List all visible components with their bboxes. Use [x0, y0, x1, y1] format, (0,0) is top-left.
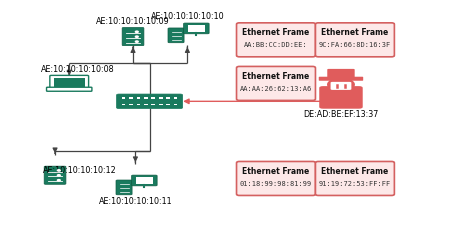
- Text: AA:AA:26:62:13:A6: AA:AA:26:62:13:A6: [240, 86, 312, 92]
- FancyBboxPatch shape: [237, 66, 316, 100]
- FancyBboxPatch shape: [173, 97, 177, 99]
- FancyBboxPatch shape: [166, 97, 170, 99]
- Text: 9C:FA:66:8D:16:3F: 9C:FA:66:8D:16:3F: [319, 43, 391, 48]
- Circle shape: [136, 41, 138, 42]
- FancyBboxPatch shape: [136, 177, 153, 184]
- Text: Ethernet Frame: Ethernet Frame: [321, 28, 389, 37]
- FancyBboxPatch shape: [316, 162, 394, 196]
- FancyBboxPatch shape: [117, 94, 182, 109]
- Text: AE:10:10:10:10:11: AE:10:10:10:10:11: [99, 198, 172, 207]
- FancyBboxPatch shape: [159, 97, 163, 99]
- FancyBboxPatch shape: [151, 104, 155, 106]
- FancyBboxPatch shape: [183, 23, 209, 34]
- FancyBboxPatch shape: [330, 82, 351, 90]
- Text: 01:18:99:98:81:99: 01:18:99:98:81:99: [240, 181, 312, 187]
- FancyBboxPatch shape: [54, 78, 85, 87]
- FancyBboxPatch shape: [237, 162, 316, 196]
- FancyBboxPatch shape: [188, 25, 205, 32]
- FancyBboxPatch shape: [122, 27, 144, 46]
- FancyBboxPatch shape: [319, 77, 363, 81]
- FancyBboxPatch shape: [159, 104, 163, 106]
- Circle shape: [136, 36, 138, 37]
- FancyBboxPatch shape: [116, 180, 132, 195]
- FancyBboxPatch shape: [151, 97, 155, 99]
- Text: AE:10:10:10:10:09: AE:10:10:10:10:09: [96, 17, 170, 26]
- Circle shape: [57, 170, 60, 171]
- Text: Ethernet Frame: Ethernet Frame: [321, 167, 389, 176]
- Circle shape: [57, 180, 60, 181]
- FancyBboxPatch shape: [316, 23, 394, 57]
- FancyBboxPatch shape: [168, 28, 184, 43]
- Text: Ethernet Frame: Ethernet Frame: [242, 167, 310, 176]
- FancyBboxPatch shape: [327, 69, 355, 80]
- FancyBboxPatch shape: [137, 97, 140, 99]
- FancyBboxPatch shape: [122, 104, 126, 106]
- Text: AE:10:10:10:10:12: AE:10:10:10:10:12: [43, 166, 117, 175]
- FancyBboxPatch shape: [144, 104, 148, 106]
- Circle shape: [57, 175, 60, 176]
- Text: AE:10:10:10:10:08: AE:10:10:10:10:08: [41, 65, 115, 74]
- Text: 91:19:72:53:FF:FF: 91:19:72:53:FF:FF: [319, 181, 391, 187]
- FancyBboxPatch shape: [129, 97, 133, 99]
- FancyBboxPatch shape: [166, 104, 170, 106]
- FancyBboxPatch shape: [137, 104, 140, 106]
- FancyBboxPatch shape: [44, 166, 66, 184]
- Text: Ethernet Frame: Ethernet Frame: [242, 72, 310, 81]
- Text: AE:10:10:10:10:10: AE:10:10:10:10:10: [151, 12, 224, 21]
- FancyBboxPatch shape: [319, 86, 363, 109]
- FancyBboxPatch shape: [144, 97, 148, 99]
- Text: DE:AD:BE:EF:13:37: DE:AD:BE:EF:13:37: [303, 110, 379, 119]
- FancyBboxPatch shape: [50, 75, 89, 89]
- FancyBboxPatch shape: [129, 104, 133, 106]
- Text: AA:BB:CC:DD:EE:: AA:BB:CC:DD:EE:: [244, 43, 308, 48]
- Text: Ethernet Frame: Ethernet Frame: [242, 28, 310, 37]
- Circle shape: [328, 78, 354, 91]
- FancyBboxPatch shape: [46, 87, 92, 91]
- FancyBboxPatch shape: [122, 97, 126, 99]
- FancyBboxPatch shape: [173, 104, 177, 106]
- FancyBboxPatch shape: [132, 175, 157, 186]
- Circle shape: [136, 31, 138, 32]
- FancyBboxPatch shape: [237, 23, 316, 57]
